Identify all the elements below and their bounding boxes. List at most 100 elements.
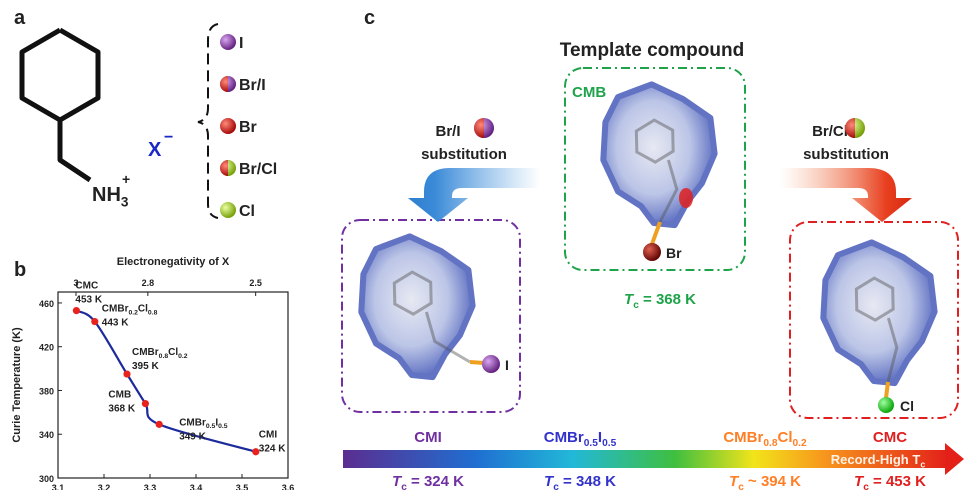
- y-tick-label: 340: [39, 430, 54, 440]
- arrow-right: [780, 168, 912, 222]
- sphere: [220, 118, 236, 134]
- top-tick-label: 2.8: [142, 278, 155, 288]
- point-name: CMB: [108, 390, 131, 401]
- anion: X: [148, 139, 162, 161]
- text-part: CMB: [108, 390, 131, 401]
- figure: a NH3 + X − IBr/IBrBr/ClCl b Electronega…: [0, 0, 964, 490]
- data-point: [91, 318, 98, 325]
- subscript: 0.2: [178, 353, 188, 360]
- sub-halide: Br/Cl: [812, 123, 848, 140]
- text-part: CMBr: [132, 347, 159, 358]
- subscript: 0.8: [763, 438, 777, 449]
- data-point: [73, 307, 80, 314]
- atom-label: I: [505, 357, 509, 373]
- tc-label: Tc = 453 K: [854, 473, 926, 490]
- subscript: 0.5: [206, 423, 216, 430]
- text-part: Cl: [138, 304, 148, 315]
- ring: [22, 30, 98, 120]
- x-tick-label: 3.6: [282, 483, 295, 490]
- value-label: 349 K: [179, 431, 206, 442]
- text-part: CMBr: [179, 417, 206, 428]
- halide-list: IBr/IBrBr/ClCl: [220, 34, 277, 220]
- template-title: Template compound: [560, 40, 744, 61]
- amine: NH3: [92, 184, 129, 210]
- surface: [603, 84, 714, 225]
- contact-spot: [679, 188, 693, 208]
- x-tick-label: 3.1: [52, 483, 65, 490]
- atom-cl: [878, 397, 894, 413]
- text-part: CMBr: [544, 429, 584, 446]
- text-part: ~ 394 K: [744, 473, 801, 490]
- compound-label: CMI: [414, 429, 442, 446]
- halide-label: Br/I: [239, 77, 266, 94]
- text-part: CMC: [873, 429, 907, 446]
- subscript: 3: [121, 195, 129, 210]
- tc-label: Tc ~ 394 K: [729, 473, 801, 490]
- compound-label: CMBr0.5I0.5: [544, 429, 617, 449]
- bond-cl: [886, 382, 888, 398]
- panel-label: c: [364, 7, 375, 29]
- tc-label: Tc = 324 K: [392, 473, 464, 490]
- surface: [823, 242, 934, 383]
- bond-i: [470, 362, 484, 363]
- arrow-left: [408, 168, 540, 222]
- text-part: = 348 K: [559, 473, 616, 490]
- surface: [361, 236, 472, 377]
- text-part: CMBr: [102, 304, 129, 315]
- sphere: [220, 34, 236, 50]
- sphere-br-cl: [845, 118, 865, 138]
- text-part: CMI: [414, 429, 442, 446]
- value-label: 324 K: [259, 444, 286, 455]
- subscript: 0.8: [159, 353, 169, 360]
- subscript: c: [920, 460, 925, 470]
- data-point: [142, 400, 149, 407]
- halide-sphere: [220, 202, 236, 218]
- subscript: 0.5: [584, 438, 598, 449]
- atom-br: [643, 243, 661, 261]
- anion-charge: −: [164, 129, 173, 146]
- atom-label: Br: [666, 245, 682, 261]
- brace: [198, 24, 218, 218]
- cmb-tc: Tc = 368 K: [624, 291, 696, 311]
- text-part: = 453 K: [869, 473, 926, 490]
- halide-sphere: [220, 160, 236, 176]
- text-part: CMC: [75, 281, 98, 292]
- halide-label: Br: [239, 119, 257, 136]
- top-axis-label: Electronegativity of X: [117, 256, 230, 268]
- text-part: = 324 K: [407, 473, 464, 490]
- data-point: [123, 370, 130, 377]
- sphere-br-i: [474, 118, 494, 138]
- panel-label: a: [14, 7, 26, 29]
- halide-label: Cl: [239, 203, 255, 220]
- text-part: = 368 K: [639, 291, 696, 308]
- halide-sphere: [220, 118, 236, 134]
- record-label: Record-High Tc: [831, 452, 926, 470]
- text-part: Record-High T: [831, 452, 921, 467]
- halide-label: I: [239, 35, 243, 52]
- sub-word: substitution: [803, 146, 889, 163]
- point-name: CMBr0.8Cl0.2: [132, 347, 188, 360]
- atom-i: [482, 355, 500, 373]
- value-label: 453 K: [75, 295, 102, 306]
- chart: b Electronegativity of X Curie Temperatu…: [11, 256, 294, 490]
- point-name: CMBr0.2Cl0.8: [102, 304, 158, 317]
- y-tick-label: 460: [39, 299, 54, 309]
- point-name: CMI: [259, 430, 278, 441]
- tc-scale-arrowhead: [945, 443, 964, 475]
- value-label: 368 K: [108, 404, 135, 415]
- y-tick-label: 380: [39, 386, 54, 396]
- x-tick-label: 3.5: [236, 483, 249, 490]
- x-tick-label: 3.4: [190, 483, 203, 490]
- y-tick-label: 420: [39, 343, 54, 353]
- subscript: 0.5: [218, 423, 228, 430]
- halide-sphere: [220, 76, 236, 92]
- subscript: 0.8: [148, 309, 158, 316]
- sub-halide: Br/I: [435, 123, 460, 140]
- subscript: 0.2: [793, 438, 807, 449]
- text-part: Cl: [168, 347, 178, 358]
- compound-label: CMC: [873, 429, 907, 446]
- value-label: 395 K: [132, 361, 159, 372]
- x-tick-label: 3.2: [98, 483, 111, 490]
- subscript: 0.5: [602, 438, 616, 449]
- halide-sphere: [220, 34, 236, 50]
